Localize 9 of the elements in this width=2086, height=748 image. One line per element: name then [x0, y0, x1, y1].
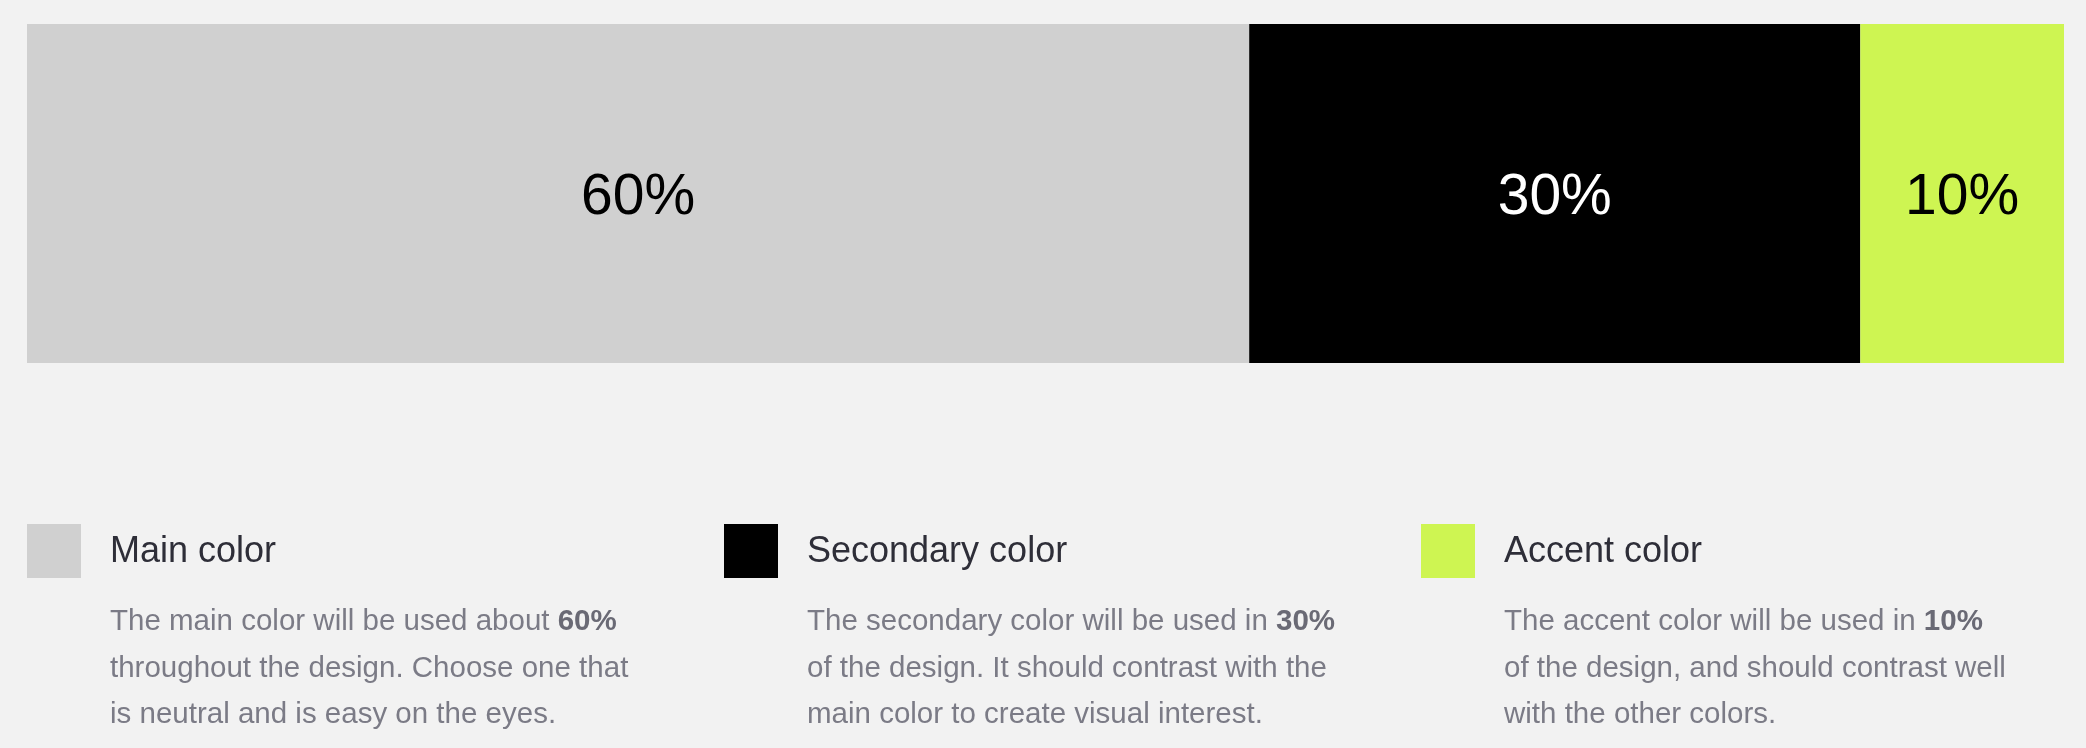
legend-label: Main color [110, 529, 277, 570]
text: The secondary color will be used in 30% of the design. It should contrast with the main color to create visual interest. [807, 603, 1336, 729]
text: The main color will be used about 60% throughout the design. Choose one that is neutral and is easy on the eyes. [110, 603, 629, 729]
legend-label: Accent color [1504, 529, 1703, 570]
data-label: 30% [1497, 162, 1612, 227]
text: The accent color will be used in 10% of the design, and should contrast well with the other colors. [1504, 603, 2006, 729]
legend-label: Secondary color [807, 529, 1068, 570]
data-label: 60% [581, 162, 696, 227]
data-label: 10% [1905, 162, 2020, 227]
